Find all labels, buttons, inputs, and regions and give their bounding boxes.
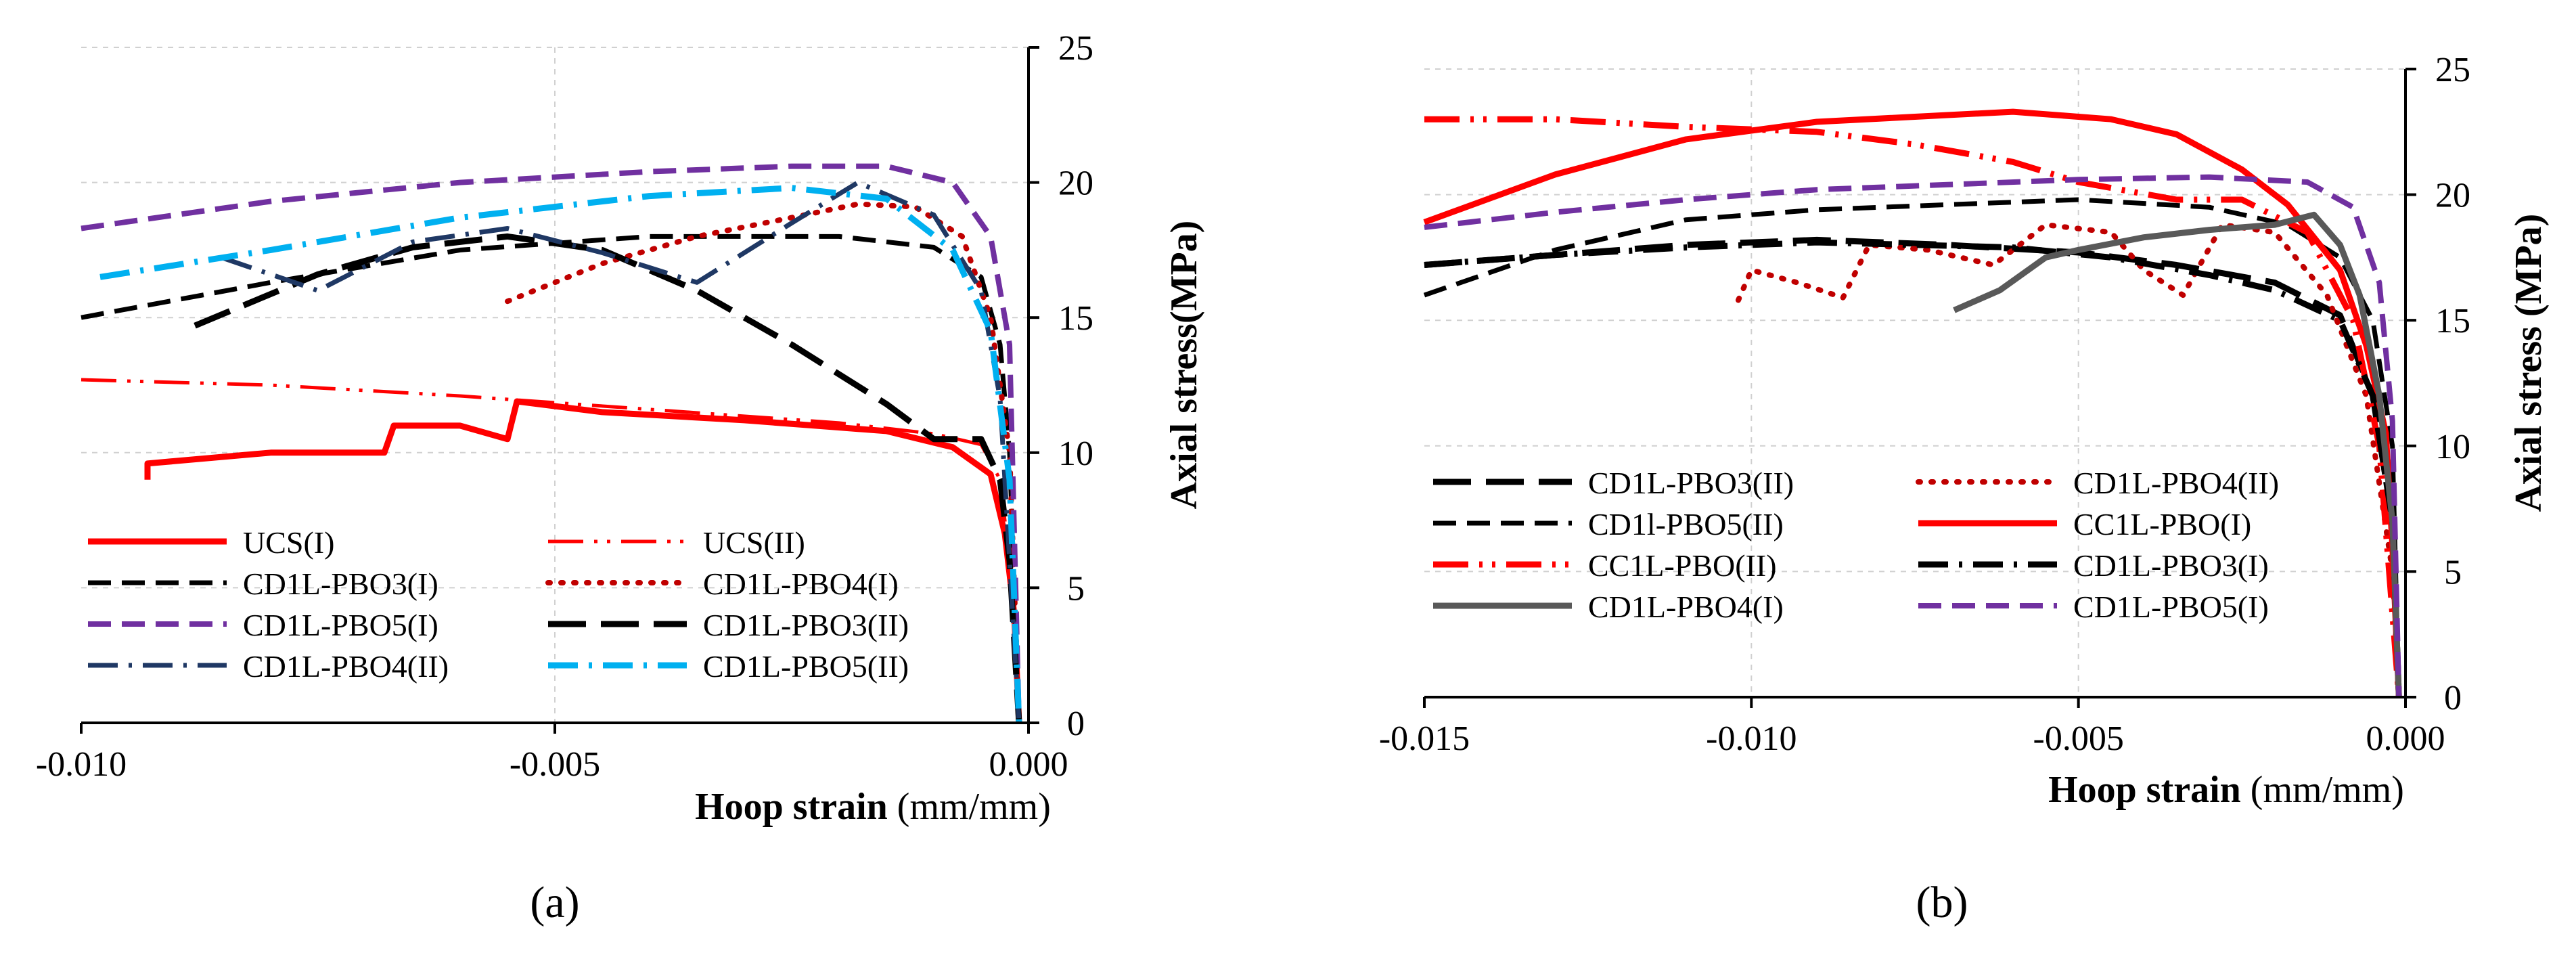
y-tick-label: 10 <box>2435 428 2470 466</box>
panel-b-label: (b) <box>1916 878 1968 927</box>
x-tick-label: 0.000 <box>2366 719 2445 758</box>
x-tick-label: -0.005 <box>2033 719 2124 758</box>
y-tick-label: 5 <box>2444 553 2462 592</box>
y-tick-label: 5 <box>1067 569 1085 608</box>
x-axis-title: Hoop strain (mm/mm) <box>2048 769 2404 811</box>
legend-label: CD1L-PBO4(I) <box>703 567 899 601</box>
y-tick-label: 0 <box>2444 679 2462 717</box>
legend-label: UCS(II) <box>703 525 805 560</box>
legend-label: CD1L-PBO5(I) <box>2073 590 2269 624</box>
series-line <box>222 180 1022 724</box>
x-axis-title-bold: Hoop strain <box>695 786 888 828</box>
series-line <box>81 378 1021 724</box>
series-line <box>1424 239 2402 698</box>
legend-label: CD1L-PBO3(II) <box>1588 466 1794 500</box>
y-tick-label: 20 <box>2435 177 2470 215</box>
legend-label: CD1L-PBO3(I) <box>243 567 438 601</box>
legend-label: CC1L-PBO(II) <box>1588 548 1777 583</box>
x-axis-title-space <box>2241 769 2251 811</box>
legend-label: CD1L-PBO5(I) <box>243 608 438 642</box>
y-tick-label: 25 <box>2435 51 2470 89</box>
x-tick-label: 0.000 <box>989 745 1068 784</box>
y-tick-label: 10 <box>1058 435 1093 473</box>
series-line <box>144 398 1022 724</box>
x-axis-title-unit: (mm/mm) <box>897 786 1051 828</box>
y-axis-title: Axial stress(MPa) <box>1163 221 1205 510</box>
legend-label: CC1L-PBO(I) <box>2073 507 2251 541</box>
x-axis-title: Hoop strain (mm/mm) <box>695 786 1051 828</box>
x-axis-title-space <box>888 786 897 828</box>
y-tick-label: 20 <box>1058 164 1093 203</box>
x-axis-title-bold: Hoop strain <box>2048 769 2241 811</box>
y-tick-label: 15 <box>2435 302 2470 340</box>
series-line <box>1423 197 2401 698</box>
y-axis-title: Axial stress (MPa) <box>2508 214 2550 512</box>
panel-a-label: (a) <box>530 878 579 927</box>
x-tick-label: -0.010 <box>36 745 127 784</box>
x-tick-label: -0.010 <box>1706 719 1797 758</box>
legend-label: CD1L-PBO3(I) <box>2073 548 2269 583</box>
series-line <box>81 163 1022 724</box>
series-line <box>194 233 1022 724</box>
x-tick-label: -0.005 <box>510 745 600 784</box>
x-axis-title-unit: (mm/mm) <box>2251 769 2404 811</box>
legend-label: CD1L-PBO4(I) <box>1588 590 1784 624</box>
series-line <box>1953 211 2402 698</box>
series-line <box>1424 174 2402 698</box>
legend-label: UCS(I) <box>243 525 334 560</box>
series-line <box>99 185 1022 724</box>
legend-label: CD1L-PBO4(II) <box>243 649 449 684</box>
x-tick-label: -0.015 <box>1379 719 1470 758</box>
series-line <box>505 201 1022 726</box>
legend-label: CD1L-PBO5(II) <box>703 649 909 684</box>
y-tick-label: 15 <box>1058 299 1093 338</box>
legend-label: CD1L-PBO3(II) <box>703 608 909 642</box>
y-tick-label: 25 <box>1058 29 1093 68</box>
y-tick-label: 0 <box>1067 705 1085 743</box>
legend-label: CD1l-PBO5(II) <box>1588 507 1784 541</box>
legend-label: CD1L-PBO4(II) <box>2073 466 2279 500</box>
